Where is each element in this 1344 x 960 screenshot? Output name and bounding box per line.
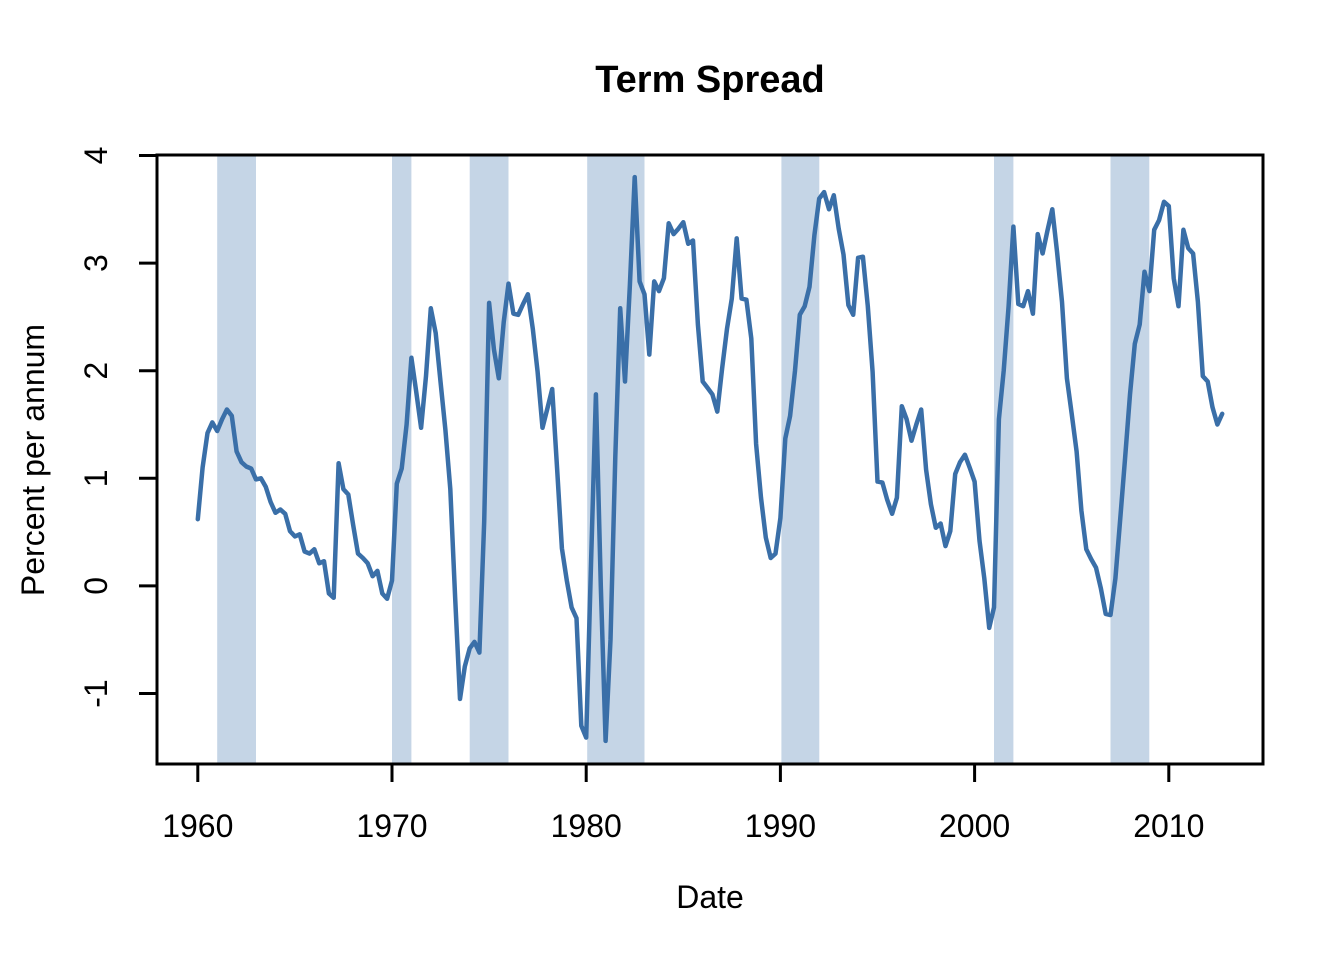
x-tick-label: 1960 (162, 808, 233, 844)
x-tick-label: 1970 (356, 808, 427, 844)
y-tick-label: -1 (78, 679, 114, 707)
term-spread-line (195, 174, 1225, 744)
y-tick-label: 0 (78, 577, 114, 595)
x-tick-label: 2010 (1133, 808, 1204, 844)
y-tick-label: 4 (78, 147, 114, 165)
x-axis: 1960 1970 1980 1990 2000 2010 (162, 764, 1204, 844)
y-tick-label: 3 (78, 254, 114, 272)
y-tick-label: 2 (78, 362, 114, 380)
recession-band (469, 156, 509, 763)
x-tick-label: 2000 (939, 808, 1010, 844)
recession-band (217, 156, 256, 763)
y-axis: -1 0 1 2 3 4 (78, 147, 157, 708)
plot-box (155, 153, 1265, 766)
x-axis-label: Date (676, 879, 744, 915)
x-tick-label: 1990 (745, 808, 816, 844)
chart-title: Term Spread (595, 59, 824, 101)
recession-band (1110, 156, 1150, 763)
y-tick-label: 1 (78, 469, 114, 487)
x-tick-label: 1980 (551, 808, 622, 844)
recession-bands (217, 156, 1150, 763)
y-axis-label: Percent per annum (15, 324, 51, 596)
